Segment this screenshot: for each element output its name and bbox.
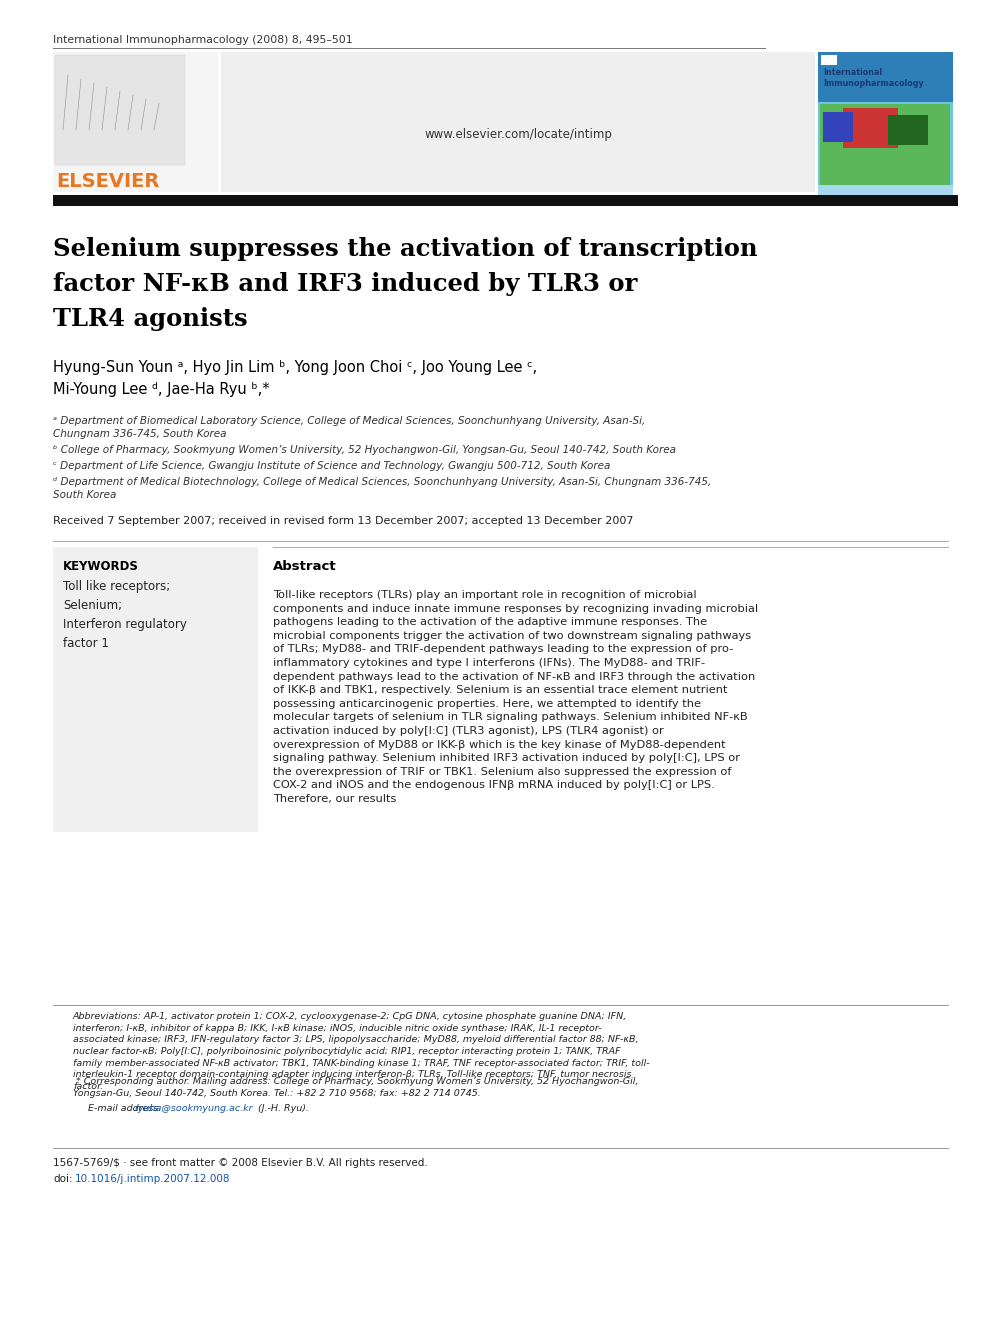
- Text: factor 1: factor 1: [63, 636, 109, 650]
- Text: International
Immunopharmacology: International Immunopharmacology: [823, 67, 924, 89]
- Bar: [843, 108, 898, 148]
- Text: TLR4 agonists: TLR4 agonists: [53, 307, 248, 331]
- Bar: [818, 185, 953, 194]
- Bar: [820, 105, 950, 187]
- Text: Toll like receptors;: Toll like receptors;: [63, 579, 171, 593]
- Text: doi:: doi:: [53, 1174, 72, 1184]
- Text: * Corresponding author. Mailing address: College of Pharmacy, Sookmyung Women’s : * Corresponding author. Mailing address:…: [73, 1077, 639, 1098]
- Text: 1567-5769/$ · see front matter © 2008 Elsevier B.V. All rights reserved.: 1567-5769/$ · see front matter © 2008 El…: [53, 1158, 428, 1168]
- Bar: [821, 56, 837, 65]
- Text: Interferon regulatory: Interferon regulatory: [63, 618, 186, 631]
- Text: ᶜ Department of Life Science, Gwangju Institute of Science and Technology, Gwang: ᶜ Department of Life Science, Gwangju In…: [53, 460, 610, 471]
- Text: ᵈ Department of Medical Biotechnology, College of Medical Sciences, Soonchunhyan: ᵈ Department of Medical Biotechnology, C…: [53, 478, 711, 500]
- Text: (J.-H. Ryu).: (J.-H. Ryu).: [255, 1103, 309, 1113]
- Text: Selenium suppresses the activation of transcription: Selenium suppresses the activation of tr…: [53, 237, 758, 261]
- Text: Received 7 September 2007; received in revised form 13 December 2007; accepted 1: Received 7 September 2007; received in r…: [53, 516, 634, 527]
- Text: Abbreviations: AP-1, activator protein 1; COX-2, cyclooxygenase-2; CpG DNA, cyto: Abbreviations: AP-1, activator protein 1…: [73, 1012, 650, 1091]
- Text: KEYWORDS: KEYWORDS: [63, 560, 139, 573]
- Text: ryuha@sookmyung.ac.kr: ryuha@sookmyung.ac.kr: [135, 1103, 254, 1113]
- Bar: [818, 52, 953, 102]
- Bar: [818, 52, 953, 192]
- Bar: [53, 194, 958, 206]
- Text: Toll-like receptors (TLRs) play an important role in recognition of microbial
co: Toll-like receptors (TLRs) play an impor…: [273, 590, 758, 804]
- Text: International Immunopharmacology (2008) 8, 495–501: International Immunopharmacology (2008) …: [53, 34, 352, 45]
- Text: ELSEVIER: ELSEVIER: [56, 172, 160, 191]
- Text: Hyung-Sun Youn ᵃ, Hyo Jin Lim ᵇ, Yong Joon Choi ᶜ, Joo Young Lee ᶜ,: Hyung-Sun Youn ᵃ, Hyo Jin Lim ᵇ, Yong Jo…: [53, 360, 537, 374]
- Text: factor NF-κB and IRF3 induced by TLR3 or: factor NF-κB and IRF3 induced by TLR3 or: [53, 273, 638, 296]
- Text: ᵃ Department of Biomedical Laboratory Science, College of Medical Sciences, Soon: ᵃ Department of Biomedical Laboratory Sc…: [53, 415, 645, 439]
- Bar: [53, 52, 218, 192]
- Bar: [888, 115, 928, 146]
- Bar: [221, 52, 815, 192]
- Bar: [823, 112, 853, 142]
- Text: E-mail address:: E-mail address:: [73, 1103, 165, 1113]
- Text: ᵇ College of Pharmacy, Sookmyung Women’s University, 52 Hyochangwon-Gil, Yongsan: ᵇ College of Pharmacy, Sookmyung Women’s…: [53, 445, 676, 455]
- Text: Abstract: Abstract: [273, 560, 336, 573]
- Text: www.elsevier.com/locate/intimp: www.elsevier.com/locate/intimp: [424, 128, 612, 142]
- Bar: [53, 546, 258, 832]
- Text: Selenium;: Selenium;: [63, 599, 122, 613]
- Text: Mi-Young Lee ᵈ, Jae-Ha Ryu ᵇ,*: Mi-Young Lee ᵈ, Jae-Ha Ryu ᵇ,*: [53, 382, 270, 397]
- Text: 10.1016/j.intimp.2007.12.008: 10.1016/j.intimp.2007.12.008: [75, 1174, 230, 1184]
- Bar: [55, 56, 185, 165]
